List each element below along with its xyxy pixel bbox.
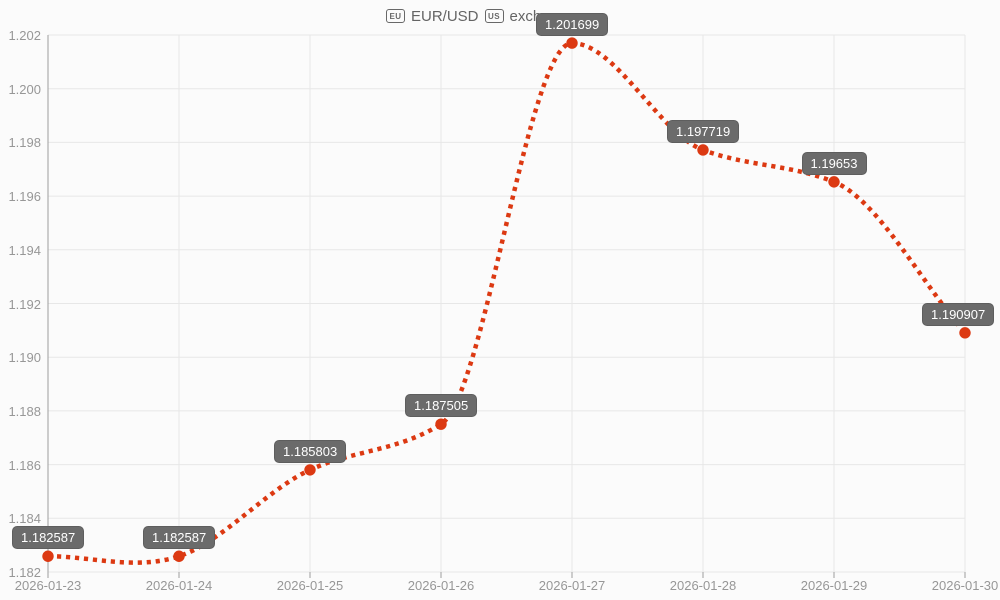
y-axis-label: 1.182 xyxy=(8,565,41,580)
data-point[interactable] xyxy=(435,418,447,430)
x-axis-label: 2026-01-23 xyxy=(14,578,82,593)
x-axis-label: 2026-01-24 xyxy=(145,578,213,593)
series-line xyxy=(47,40,967,565)
point-annotation: 1.182587 xyxy=(143,526,216,550)
y-axis-label: 1.186 xyxy=(8,457,41,473)
point-annotation: 1.182587 xyxy=(12,526,85,550)
y-axis-label: 1.198 xyxy=(8,135,41,151)
point-annotation: 1.190907 xyxy=(922,302,995,326)
point-annotation: 1.201699 xyxy=(536,13,609,37)
us-flag-icon: US xyxy=(484,9,504,23)
y-axis-label: 1.192 xyxy=(8,296,41,312)
data-point[interactable] xyxy=(566,37,578,49)
x-axis-label: 2026-01-27 xyxy=(538,578,606,593)
y-axis-label: 1.194 xyxy=(8,242,41,258)
data-point[interactable] xyxy=(304,464,316,476)
y-axis-label: 1.200 xyxy=(8,81,41,97)
x-axis-label: 2026-01-26 xyxy=(407,578,475,593)
chart-title: EU EUR/USD US exch xyxy=(386,6,541,26)
data-point[interactable] xyxy=(959,327,971,339)
y-axis-label: 1.188 xyxy=(8,403,41,419)
point-annotation: 1.19653 xyxy=(801,151,867,175)
point-annotation: 1.187505 xyxy=(405,394,478,418)
data-point[interactable] xyxy=(828,176,840,188)
y-axis-label: 1.184 xyxy=(8,511,41,527)
x-axis-label: 2026-01-29 xyxy=(800,578,868,593)
y-axis-label: 1.202 xyxy=(8,28,41,43)
data-point[interactable] xyxy=(42,550,54,562)
point-annotation: 1.185803 xyxy=(274,439,347,463)
y-axis-label: 1.196 xyxy=(8,189,41,205)
eu-flag-icon: EU xyxy=(386,9,405,23)
data-point[interactable] xyxy=(697,144,709,156)
chart-title-tail: exch xyxy=(509,7,542,25)
y-axis-label: 1.190 xyxy=(8,350,41,366)
x-axis-label: 2026-01-28 xyxy=(669,578,737,593)
chart-title-text: EUR/USD xyxy=(411,7,479,25)
point-annotation: 1.197719 xyxy=(667,119,740,143)
data-point[interactable] xyxy=(173,550,185,562)
x-axis-label: 2026-01-30 xyxy=(931,578,999,593)
x-axis-label: 2026-01-25 xyxy=(276,578,344,593)
